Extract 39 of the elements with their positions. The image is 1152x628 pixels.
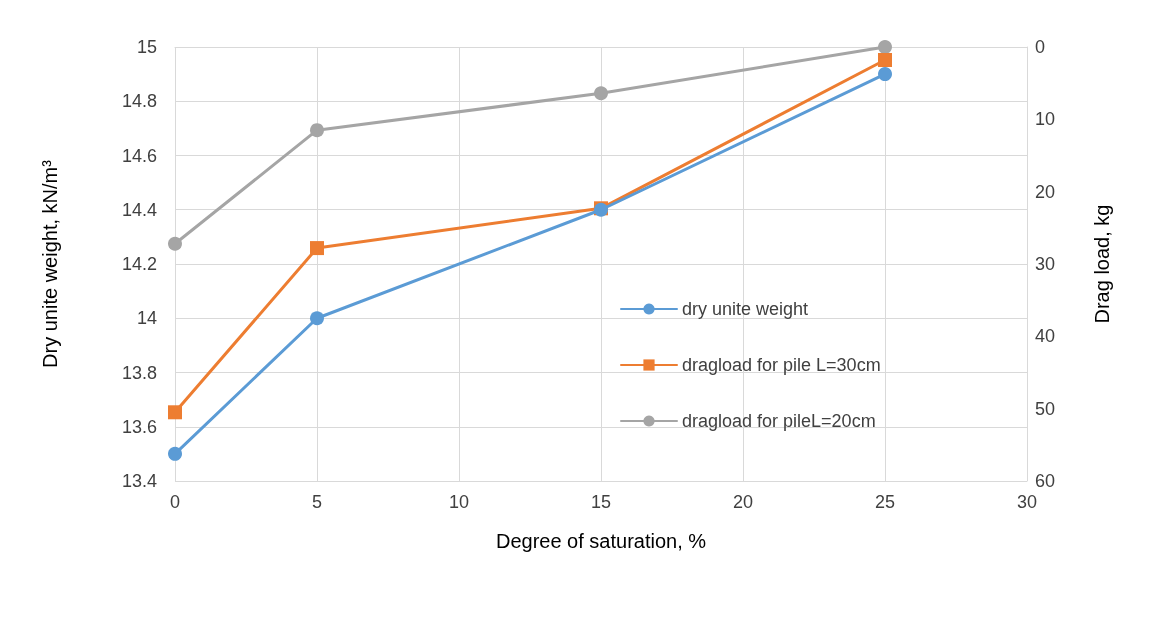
point (168, 405, 182, 420)
x-tick-label: 30 (1016, 492, 1038, 512)
y-tick-label: 13.8 (121, 362, 157, 383)
legend-label: dragload for pileL=20cm (682, 411, 876, 431)
y-tick-label: 14.4 (121, 199, 157, 220)
y2-tick-label: 10 (1035, 109, 1056, 130)
point (878, 53, 892, 68)
x-tick-label: 15 (590, 492, 612, 512)
y-tick-label: 14.6 (121, 145, 157, 166)
y2-tick-label: 40 (1035, 326, 1056, 347)
point (168, 236, 182, 251)
y2-tick-label: 0 (1035, 37, 1046, 57)
point (310, 311, 324, 326)
legend-label: dragload for pile L=30cm (682, 355, 881, 375)
y2-tick-label: 50 (1035, 398, 1056, 419)
point (310, 241, 324, 256)
point (168, 446, 182, 461)
y2-tick-label: 60 (1035, 471, 1056, 491)
x-tick-label: 25 (874, 492, 896, 512)
y2-axis-title: Drag load, kg (1091, 204, 1113, 324)
legend-label: dry unite weight (682, 299, 809, 319)
point (878, 67, 892, 82)
x-tick-label: 10 (448, 492, 470, 512)
y-tick-label: 14 (136, 308, 157, 329)
y-tick-label: 15 (136, 37, 157, 57)
x-tick-label: 20 (732, 492, 754, 512)
y-tick-label: 13.6 (121, 416, 157, 437)
y-tick-label: 14.8 (121, 91, 157, 112)
point (594, 86, 608, 101)
point (878, 40, 892, 54)
x-tick-label: 5 (311, 492, 323, 512)
x-tick-label: 0 (169, 492, 181, 512)
y2-tick-label: 30 (1035, 254, 1056, 274)
y-tick-label: 14.2 (121, 254, 157, 274)
point (310, 123, 324, 138)
y-axis-title: Dry unite weight, kN/m³ (39, 159, 61, 368)
y-tick-label: 13.4 (121, 471, 157, 491)
y2-tick-label: 20 (1035, 181, 1056, 202)
x-axis-title: Degree of saturation, % (495, 530, 707, 552)
